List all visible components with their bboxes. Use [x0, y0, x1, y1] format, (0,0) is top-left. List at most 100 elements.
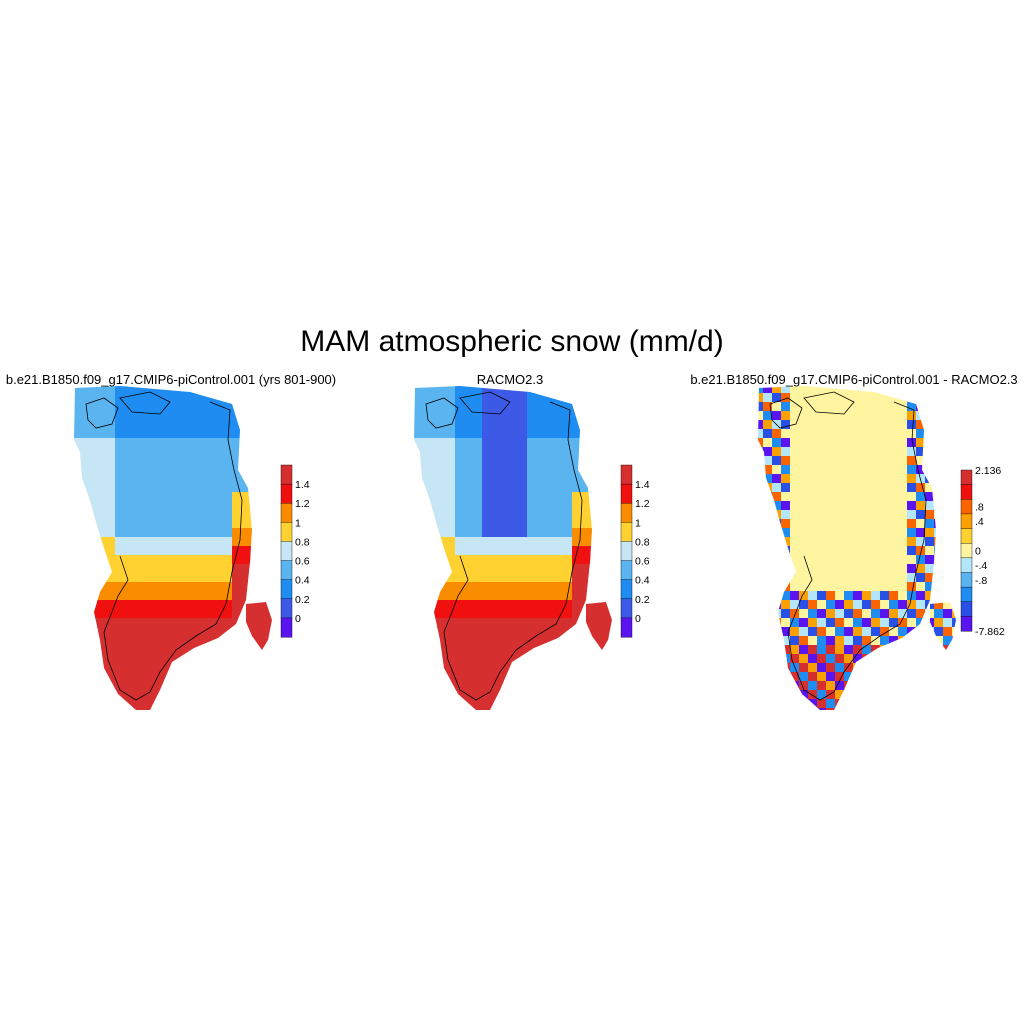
grid-cell — [799, 618, 809, 628]
grid-cell — [428, 447, 438, 457]
grid-cell — [518, 663, 528, 673]
grid-cell — [142, 609, 152, 619]
grid-cell — [88, 402, 98, 412]
grid-cell — [250, 618, 260, 628]
grid-cell — [808, 681, 818, 691]
grid-cell — [473, 456, 483, 466]
grid-cell — [772, 474, 782, 484]
grid-cell — [187, 546, 197, 556]
grid-cell — [142, 411, 152, 421]
grid-cell — [414, 501, 420, 511]
grid-cell — [74, 492, 80, 502]
grid-cell — [790, 681, 800, 691]
grid-cell — [871, 528, 881, 538]
grid-cell — [943, 600, 953, 610]
grid-cell — [925, 438, 935, 448]
grid-cell — [925, 591, 935, 601]
grid-cell — [554, 465, 564, 475]
grid-cell — [925, 699, 935, 709]
grid-cell — [835, 591, 845, 601]
grid-cell — [169, 519, 179, 529]
grid-cell — [790, 528, 800, 538]
grid-cell — [952, 645, 956, 655]
grid-cell — [455, 699, 465, 709]
grid-cell — [862, 402, 872, 412]
grid-cell — [428, 465, 438, 475]
grid-cell — [763, 681, 773, 691]
grid-cell — [250, 681, 260, 691]
grid-cell — [464, 681, 474, 691]
grid-cell — [817, 465, 827, 475]
grid-cell — [862, 663, 872, 673]
grid-cell — [916, 654, 926, 664]
grid-cell — [590, 465, 600, 475]
grid-cell — [79, 681, 89, 691]
grid-cell — [581, 582, 591, 592]
grid-cell — [572, 699, 582, 709]
grid-cell — [518, 429, 528, 439]
grid-cell — [414, 528, 420, 538]
grid-cell — [482, 690, 492, 700]
panel-2-colorbar: 1.41.210.80.60.40.20 — [620, 464, 650, 638]
grid-cell — [563, 447, 573, 457]
grid-cell — [808, 386, 818, 394]
grid-cell — [446, 402, 456, 412]
grid-cell — [106, 546, 116, 556]
grid-cell — [907, 465, 917, 475]
colorbar-label: 0.4 — [295, 575, 310, 587]
grid-cell — [414, 465, 420, 475]
grid-cell — [952, 528, 956, 538]
grid-cell — [853, 483, 863, 493]
grid-cell — [160, 474, 170, 484]
grid-cell — [871, 386, 881, 394]
grid-cell — [482, 393, 492, 403]
grid-cell — [889, 420, 899, 430]
grid-cell — [88, 627, 98, 637]
grid-cell — [898, 501, 908, 511]
grid-cell — [758, 672, 764, 682]
grid-cell — [169, 386, 179, 394]
grid-cell — [844, 501, 854, 511]
grid-cell — [97, 654, 107, 664]
grid-cell — [590, 501, 600, 511]
grid-cell — [142, 474, 152, 484]
grid-cell — [844, 618, 854, 628]
grid-cell — [500, 546, 510, 556]
grid-cell — [862, 645, 872, 655]
grid-cell — [781, 582, 791, 592]
grid-cell — [790, 645, 800, 655]
grid-cell — [781, 483, 791, 493]
grid-cell — [916, 555, 926, 565]
grid-cell — [509, 483, 519, 493]
colorbar-label: -.4 — [975, 560, 987, 572]
grid-cell — [844, 465, 854, 475]
grid-cell — [124, 492, 134, 502]
grid-cell — [428, 393, 438, 403]
grid-cell — [142, 386, 152, 394]
grid-cell — [205, 681, 215, 691]
grid-cell — [934, 447, 944, 457]
grid-cell — [907, 483, 917, 493]
grid-cell — [178, 411, 188, 421]
grid-cell — [464, 582, 474, 592]
grid-cell — [889, 708, 899, 710]
grid-cell — [250, 483, 260, 493]
grid-cell — [907, 573, 917, 583]
grid-cell — [178, 546, 188, 556]
grid-cell — [115, 411, 125, 421]
grid-cell — [214, 636, 224, 646]
grid-cell — [826, 618, 836, 628]
colorbar-swatch — [620, 598, 633, 619]
grid-cell — [608, 447, 612, 457]
grid-cell — [482, 609, 492, 619]
panel-2-title: RACMO2.3 — [476, 372, 544, 387]
grid-cell — [763, 546, 773, 556]
grid-cell — [808, 699, 818, 709]
grid-cell — [142, 492, 152, 502]
grid-cell — [590, 609, 600, 619]
grid-cell — [772, 546, 782, 556]
grid-cell — [826, 519, 836, 529]
grid-cell — [871, 402, 881, 412]
grid-cell — [536, 564, 546, 574]
grid-cell — [223, 429, 233, 439]
